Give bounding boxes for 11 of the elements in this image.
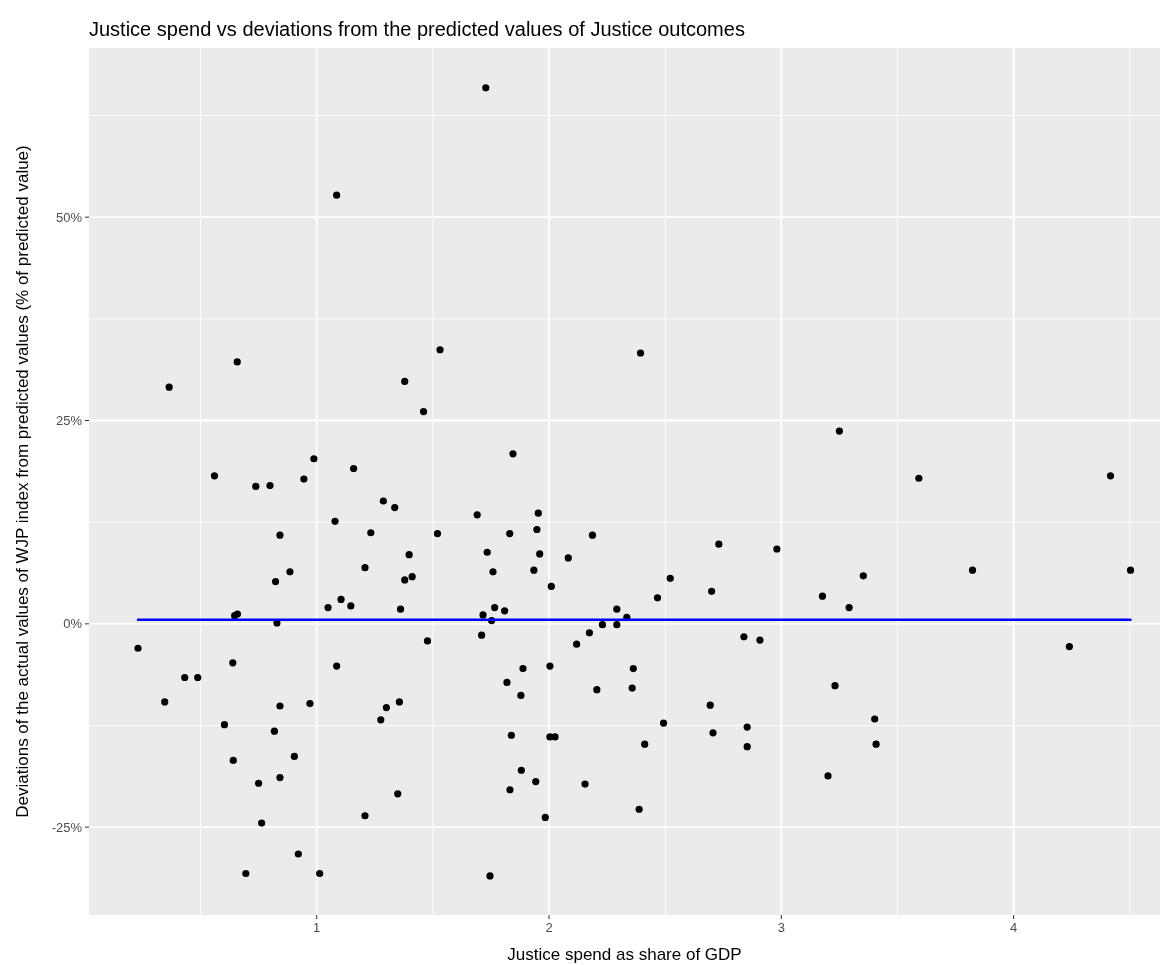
y-tick-label: 25%: [55, 413, 83, 429]
y-tick-label: 0%: [63, 616, 83, 632]
x-tick-label: 1: [313, 920, 321, 935]
y-axis-title: Deviations of the actual values of WJP index from predicted values (% of predicted value): [13, 145, 32, 818]
x-tick-label: 3: [777, 920, 785, 935]
chart-title: Justice spend vs deviations from the predicted values of Justice outcomes: [89, 18, 745, 40]
x-tick-label: 4: [1010, 920, 1018, 935]
y-tick-label: -25%: [51, 819, 83, 835]
x-axis-title: Justice spend as share of GDP: [507, 945, 742, 964]
x-tick-label: 2: [545, 920, 553, 935]
y-tick-label: 50%: [55, 209, 83, 225]
